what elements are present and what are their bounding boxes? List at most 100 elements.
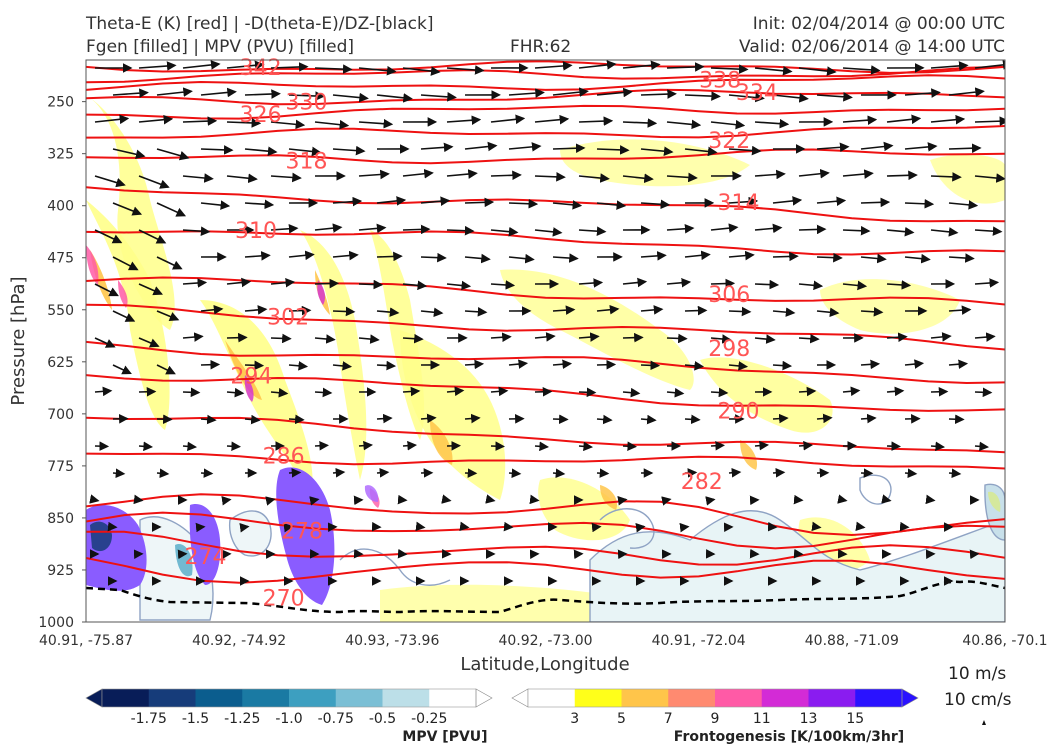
wind-vector <box>772 307 796 317</box>
wind-vector <box>332 306 356 317</box>
theta-e-contour <box>86 125 1005 139</box>
wind-vector <box>200 200 231 210</box>
wind-vector <box>578 173 610 183</box>
contour-label: 286 <box>263 444 305 469</box>
wind-vector <box>94 283 119 297</box>
mpv-colorbar-label: MPV [PVU] <box>402 729 487 745</box>
wind-vector <box>640 414 657 425</box>
colorbar-tip-right <box>475 688 493 708</box>
colorbar-tick-label: -1.0 <box>275 711 302 727</box>
wind-vector <box>332 467 346 478</box>
wind-vector <box>226 387 245 398</box>
wind-vector <box>314 64 353 74</box>
wind-vector <box>314 387 333 398</box>
wind-vector <box>948 200 979 210</box>
wind-ref-horizontal: 10 m/s <box>948 664 1007 684</box>
wind-vector <box>490 114 526 125</box>
theta-e-contour <box>86 276 1005 306</box>
wind-vector <box>772 93 809 103</box>
wind-vector <box>138 283 163 296</box>
wind-vector <box>798 224 827 235</box>
wind-vector <box>622 173 654 184</box>
wind-vector <box>200 468 214 478</box>
contour-label: 274 <box>184 545 226 570</box>
wind-vector <box>622 387 641 398</box>
wind-vector <box>622 332 644 343</box>
fgen-fill-far-right <box>930 154 1005 204</box>
wind-vector <box>226 173 258 184</box>
colorbar-segment <box>808 689 856 707</box>
theta-e-contour <box>86 65 1005 84</box>
wind-vector <box>578 60 617 70</box>
wind-vector <box>446 225 475 236</box>
wind-vector <box>728 361 749 371</box>
wind-vector <box>948 359 969 370</box>
wind-vector <box>490 226 519 237</box>
wind-vector <box>332 250 359 261</box>
wind-vector <box>402 224 431 235</box>
wind-vector <box>270 62 309 72</box>
wind-vector <box>534 227 563 237</box>
theta-e-contour <box>86 340 1005 385</box>
fgen-fill-center <box>400 330 506 500</box>
wind-vector <box>640 251 667 261</box>
wind-vector <box>94 175 126 188</box>
wind-vector <box>754 279 780 290</box>
wind-vector <box>182 60 221 70</box>
wind-vector <box>842 225 871 236</box>
dashed-boundary-line <box>85 580 1006 614</box>
wind-vector <box>94 337 116 348</box>
wind-vector <box>754 223 783 234</box>
wind-vector <box>182 116 218 126</box>
wind-vector <box>666 62 705 72</box>
colorbar-tick-label: -1.75 <box>131 711 167 727</box>
wind-vector <box>464 141 498 152</box>
title-right-1: Init: 02/04/2014 @ 00:00 UTC <box>752 14 1005 34</box>
wind-vector <box>244 251 271 261</box>
wind-vector <box>640 199 671 210</box>
contour-label: 278 <box>281 519 323 544</box>
colorbar-segment <box>429 689 477 707</box>
x-tick-label: 40.93, -73.96 <box>345 633 439 649</box>
wind-vector <box>860 197 891 208</box>
contour-label: 310 <box>235 219 277 244</box>
wind-vectors <box>89 60 1005 586</box>
wind-vector <box>420 196 451 206</box>
wind-vector <box>314 119 350 130</box>
theta-e-contour <box>86 186 1005 223</box>
wind-vector <box>244 305 268 315</box>
wind-vector <box>200 145 234 155</box>
mpv-dark-core <box>90 521 112 552</box>
wind-vector <box>710 387 729 398</box>
wind-vector <box>270 277 296 288</box>
wind-vector <box>886 280 912 290</box>
wind-vector <box>226 118 262 128</box>
wind-vector <box>490 280 516 290</box>
wind-vector <box>94 114 130 125</box>
wind-vector <box>270 172 302 183</box>
wind-vector <box>666 333 688 344</box>
colorbar-segment <box>668 689 716 707</box>
mpv-green-far-right <box>988 491 1001 512</box>
wind-vector <box>640 305 664 315</box>
wind-vector <box>596 468 610 478</box>
wind-vector <box>798 333 820 344</box>
x-axis-ticks: 40.91, -75.87 40.92, -74.92 40.93, -73.96 4… <box>39 633 1048 649</box>
contour-label: 270 <box>263 587 305 612</box>
wind-vector <box>112 256 139 271</box>
wind-vector <box>622 118 658 128</box>
colorbar-segment <box>621 689 669 707</box>
wind-vector <box>948 468 962 478</box>
wind-vector <box>974 116 1005 126</box>
x-tick-label: 40.91, -75.87 <box>39 633 133 649</box>
wind-vector <box>772 360 793 371</box>
wind-vector <box>358 279 384 290</box>
wind-vector <box>402 168 434 179</box>
theta-e-contour <box>86 104 1005 120</box>
wind-vector <box>402 386 421 397</box>
wind-vector <box>420 413 437 424</box>
y-tick-label: 250 <box>47 95 74 111</box>
wind-vector <box>772 413 789 424</box>
contour-label: 302 <box>267 306 309 331</box>
x-tick-label: 40.91, -72.04 <box>652 633 746 649</box>
